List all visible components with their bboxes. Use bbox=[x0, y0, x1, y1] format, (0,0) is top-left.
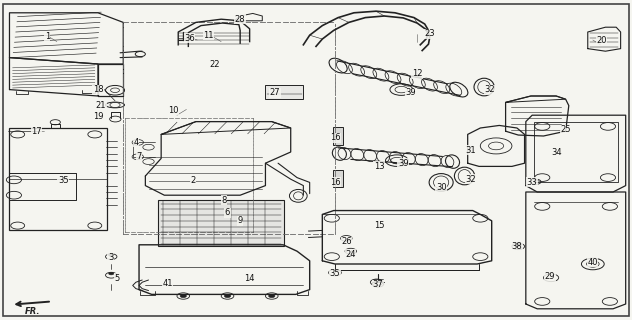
Text: 16: 16 bbox=[330, 178, 340, 187]
Text: 27: 27 bbox=[270, 88, 280, 97]
Text: 40: 40 bbox=[588, 258, 598, 267]
Text: 20: 20 bbox=[597, 36, 607, 44]
Text: 15: 15 bbox=[374, 221, 384, 230]
Circle shape bbox=[180, 294, 186, 298]
Text: 31: 31 bbox=[466, 146, 476, 155]
Text: 21: 21 bbox=[96, 101, 106, 110]
Text: 33: 33 bbox=[526, 178, 538, 187]
Text: 7: 7 bbox=[137, 152, 142, 161]
Circle shape bbox=[224, 294, 231, 298]
Text: 32: 32 bbox=[466, 175, 476, 184]
Text: 38: 38 bbox=[511, 242, 523, 251]
Text: 22: 22 bbox=[210, 60, 220, 68]
Text: 14: 14 bbox=[245, 274, 255, 283]
Text: FR.: FR. bbox=[25, 307, 40, 316]
Text: 18: 18 bbox=[93, 85, 103, 94]
Text: 9: 9 bbox=[238, 216, 243, 225]
Text: 35: 35 bbox=[330, 269, 340, 278]
Circle shape bbox=[269, 294, 275, 298]
Text: 28: 28 bbox=[235, 15, 245, 24]
Text: 6: 6 bbox=[225, 208, 230, 217]
Circle shape bbox=[109, 254, 114, 256]
Text: 2: 2 bbox=[190, 176, 195, 185]
Text: 25: 25 bbox=[561, 125, 571, 134]
Text: 13: 13 bbox=[374, 162, 384, 171]
Text: 39: 39 bbox=[398, 159, 408, 168]
Text: 16: 16 bbox=[330, 133, 340, 142]
Text: 10: 10 bbox=[169, 106, 179, 115]
Text: 37: 37 bbox=[372, 280, 384, 289]
Text: 17: 17 bbox=[32, 127, 42, 136]
FancyBboxPatch shape bbox=[333, 127, 343, 145]
Text: 4: 4 bbox=[133, 138, 138, 147]
Text: 41: 41 bbox=[162, 279, 173, 288]
Circle shape bbox=[515, 243, 521, 246]
Text: 36: 36 bbox=[184, 34, 195, 43]
Text: 29: 29 bbox=[545, 272, 555, 281]
Text: 5: 5 bbox=[114, 274, 119, 283]
Text: 24: 24 bbox=[346, 250, 356, 259]
Text: 3: 3 bbox=[108, 253, 113, 262]
Text: 12: 12 bbox=[412, 69, 422, 78]
Text: 30: 30 bbox=[436, 183, 446, 192]
Text: 1: 1 bbox=[45, 32, 50, 41]
FancyBboxPatch shape bbox=[265, 85, 303, 99]
Text: 26: 26 bbox=[341, 237, 351, 246]
Text: 19: 19 bbox=[93, 112, 103, 121]
FancyBboxPatch shape bbox=[158, 200, 284, 246]
Text: 39: 39 bbox=[406, 88, 416, 97]
Text: 34: 34 bbox=[551, 148, 561, 156]
Text: 8: 8 bbox=[222, 196, 227, 204]
Text: 11: 11 bbox=[204, 31, 214, 40]
Circle shape bbox=[109, 272, 114, 275]
Text: 23: 23 bbox=[425, 29, 435, 38]
Text: 35: 35 bbox=[58, 176, 68, 185]
FancyBboxPatch shape bbox=[333, 170, 343, 187]
Text: 32: 32 bbox=[485, 85, 495, 94]
